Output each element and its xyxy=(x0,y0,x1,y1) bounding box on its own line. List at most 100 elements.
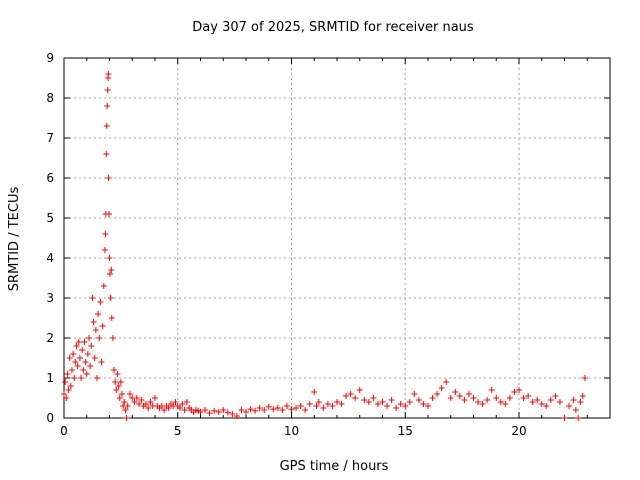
data-point xyxy=(67,383,74,389)
data-point xyxy=(136,401,143,407)
data-point xyxy=(99,323,106,329)
data-point xyxy=(438,385,445,391)
data-point xyxy=(406,399,413,405)
data-point xyxy=(75,339,82,345)
data-point xyxy=(516,387,522,393)
data-point xyxy=(106,271,113,277)
data-point xyxy=(511,389,518,395)
data-point xyxy=(206,410,213,417)
chart-title: Day 307 of 2025, SRMTID for receiver nau… xyxy=(192,20,474,35)
data-point xyxy=(215,409,222,415)
data-point xyxy=(86,335,93,341)
data-point xyxy=(124,403,131,409)
data-point xyxy=(384,403,391,409)
data-point xyxy=(547,397,554,403)
y-tick-label: 0 xyxy=(46,411,54,425)
data-point xyxy=(243,409,249,415)
data-point xyxy=(324,401,331,407)
data-point xyxy=(119,391,126,397)
data-point xyxy=(177,405,184,411)
y-axis-label: SRMTID / TECUs xyxy=(7,187,22,292)
data-point xyxy=(126,391,133,397)
data-point xyxy=(87,363,94,369)
data-point xyxy=(470,395,477,401)
data-point xyxy=(393,405,400,411)
data-point xyxy=(115,383,122,389)
data-point xyxy=(479,401,486,407)
data-point xyxy=(229,411,236,417)
data-point xyxy=(79,347,86,353)
data-point xyxy=(142,401,149,407)
data-point xyxy=(113,387,120,393)
y-tick-label: 4 xyxy=(46,251,54,265)
data-point xyxy=(104,87,111,93)
data-point xyxy=(434,391,441,397)
data-point xyxy=(352,395,359,401)
data-point xyxy=(133,395,140,401)
data-point xyxy=(89,295,96,301)
data-point xyxy=(62,379,69,385)
data-point xyxy=(172,399,179,405)
data-point xyxy=(543,403,550,409)
y-tick-label: 6 xyxy=(46,171,54,185)
data-point xyxy=(566,403,573,409)
data-point xyxy=(80,367,87,373)
x-axis-label: GPS time / hours xyxy=(280,459,389,474)
data-point xyxy=(112,379,119,385)
data-point xyxy=(131,399,138,405)
data-point xyxy=(581,375,588,381)
grid xyxy=(64,58,610,418)
data-point xyxy=(506,395,513,401)
x-tick-label: 15 xyxy=(398,424,413,438)
data-point xyxy=(320,405,327,411)
data-point xyxy=(152,395,158,401)
data-point xyxy=(65,387,72,393)
data-point xyxy=(538,401,545,407)
data-point xyxy=(101,247,108,253)
data-point xyxy=(525,393,532,399)
data-point xyxy=(66,355,73,361)
data-point xyxy=(488,387,495,393)
data-point xyxy=(279,407,286,413)
data-point xyxy=(197,409,204,415)
data-point xyxy=(429,395,436,401)
data-point xyxy=(106,255,113,261)
data-point xyxy=(575,415,582,421)
data-point xyxy=(302,407,309,413)
data-point xyxy=(411,391,418,397)
data-point xyxy=(274,405,281,411)
data-point xyxy=(238,407,245,413)
data-point xyxy=(334,399,340,405)
data-point xyxy=(108,267,115,273)
data-point xyxy=(297,403,304,409)
data-point xyxy=(121,399,128,405)
data-point xyxy=(570,397,577,403)
data-point xyxy=(100,283,107,289)
data-point xyxy=(461,397,468,403)
data-point xyxy=(104,103,111,109)
data-point xyxy=(109,335,116,341)
data-point xyxy=(572,407,579,413)
data-point xyxy=(122,407,129,413)
data-point xyxy=(365,399,372,405)
data-point xyxy=(96,335,103,341)
data-point xyxy=(93,375,100,381)
data-point xyxy=(415,397,422,403)
data-point xyxy=(502,401,509,407)
x-tick-label: 20 xyxy=(511,424,526,438)
data-point xyxy=(456,393,463,399)
data-point xyxy=(70,351,77,357)
data-point xyxy=(161,407,168,413)
y-tick-label: 5 xyxy=(46,211,54,225)
data-point xyxy=(211,407,218,414)
data-point xyxy=(233,413,240,419)
data-point xyxy=(252,407,259,414)
data-point xyxy=(420,401,427,407)
data-point xyxy=(97,299,104,305)
data-point xyxy=(388,397,395,403)
data-point xyxy=(165,405,172,411)
data-point xyxy=(183,399,190,405)
data-point xyxy=(81,339,88,345)
data-point xyxy=(102,231,109,237)
